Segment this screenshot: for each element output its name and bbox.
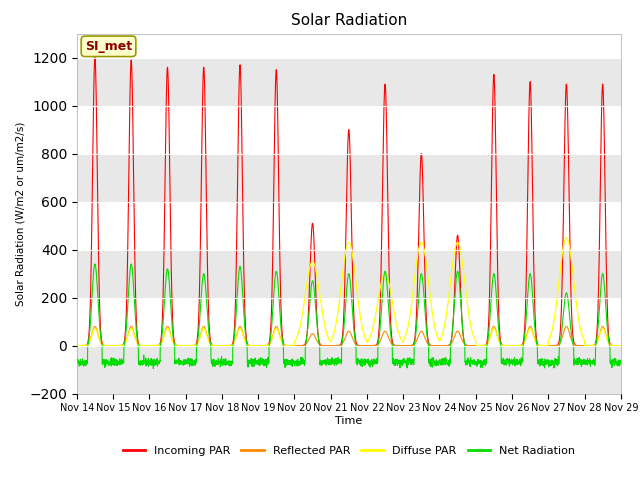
Net Radiation [607,360,614,365]
Reflected PAR [73,343,81,348]
Net Radiation [282,360,290,366]
Line: Diffuse PAR: Diffuse PAR [77,238,621,346]
Net Radiation [150,366,157,372]
Diffuse PAR [617,343,625,348]
Reflected PAR [607,342,614,348]
Reflected PAR [168,334,175,340]
Line: Net Radiation: Net Radiation [77,264,621,369]
Bar [77,250,621,298]
Line: Reflected PAR: Reflected PAR [77,326,621,346]
Incoming PAR [168,269,175,275]
Incoming PAR [282,343,289,348]
Text: SI_met: SI_met [85,40,132,53]
Incoming PAR [607,341,614,347]
Reflected PAR [135,342,143,348]
Incoming PAR [73,343,81,348]
Reflected PAR [548,343,556,348]
Diffuse PAR [563,235,570,240]
Reflected PAR [617,343,625,348]
Reflected PAR [305,336,313,341]
Line: Incoming PAR: Incoming PAR [77,58,621,346]
Incoming PAR [617,343,625,348]
Legend: Incoming PAR, Reflected PAR, Diffuse PAR, Net Radiation: Incoming PAR, Reflected PAR, Diffuse PAR… [118,441,579,460]
Net Radiation [617,360,625,365]
Reflected PAR [91,324,99,329]
Diffuse PAR [167,334,175,340]
Bar [77,154,621,202]
Y-axis label: Solar Radiation (W/m2 or um/m2/s): Solar Radiation (W/m2 or um/m2/s) [15,121,25,306]
Diffuse PAR [282,343,289,348]
Net Radiation [305,306,313,312]
Reflected PAR [282,343,289,348]
Diffuse PAR [607,342,614,348]
Net Radiation [91,261,99,267]
Net Radiation [168,314,175,320]
Diffuse PAR [305,268,313,274]
Bar [77,346,621,394]
Diffuse PAR [73,343,81,348]
Net Radiation [73,359,81,364]
Incoming PAR [305,292,313,298]
Bar [77,58,621,106]
Diffuse PAR [135,342,143,348]
Title: Solar Radiation: Solar Radiation [291,13,407,28]
X-axis label: Time: Time [335,416,362,426]
Diffuse PAR [548,330,556,336]
Net Radiation [548,361,556,367]
Incoming PAR [548,343,556,348]
Incoming PAR [135,342,143,348]
Incoming PAR [91,55,99,60]
Net Radiation [135,359,143,364]
